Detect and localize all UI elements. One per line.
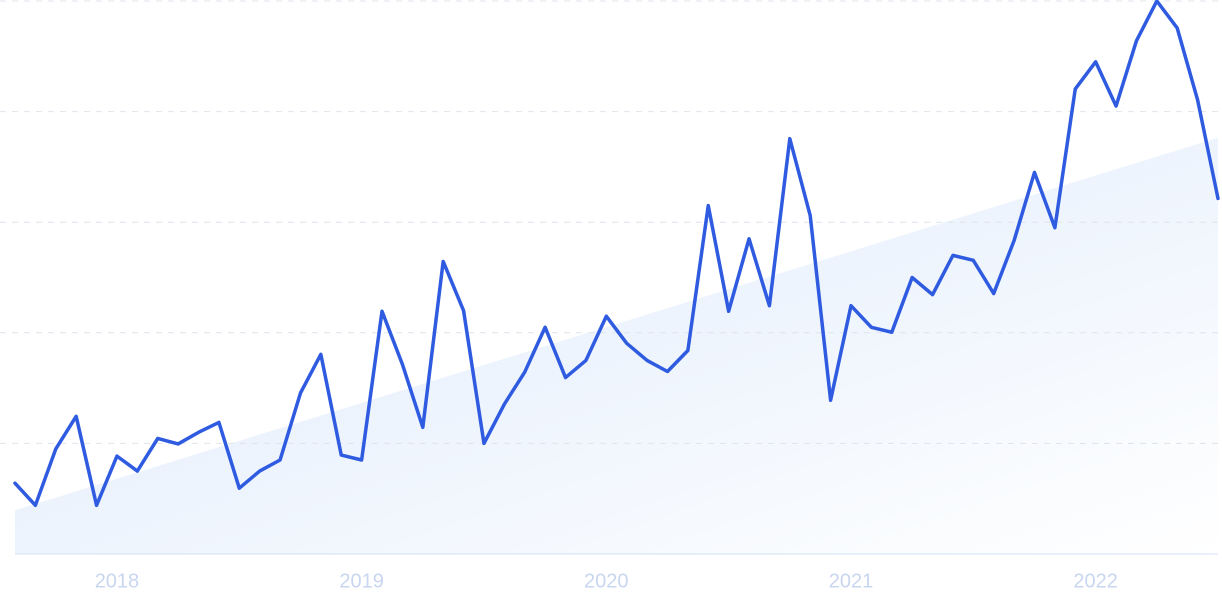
trend-area bbox=[15, 137, 1218, 554]
x-tick-label: 2020 bbox=[584, 570, 629, 592]
line bbox=[13, 0, 1220, 508]
x-tick-label: 2022 bbox=[1073, 570, 1118, 592]
x-tick-label: 2021 bbox=[829, 570, 874, 592]
x-tick-label: 2018 bbox=[95, 570, 140, 592]
x-tick-label: 2019 bbox=[339, 570, 384, 592]
